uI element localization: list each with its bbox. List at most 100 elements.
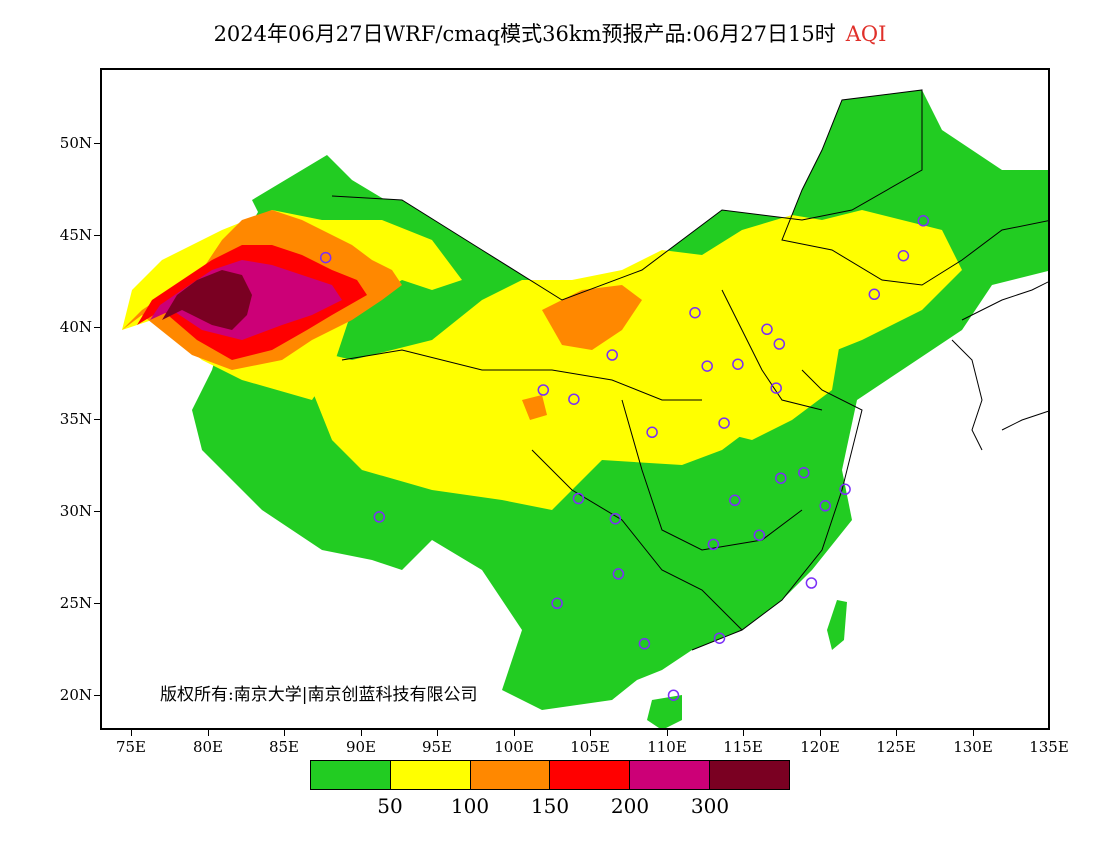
title-product: AQI bbox=[845, 22, 887, 46]
aqi-region-hainan bbox=[647, 695, 682, 728]
lon-tick-label: 120E bbox=[800, 738, 840, 756]
city-marker bbox=[732, 358, 744, 370]
korea-peninsula bbox=[951, 339, 983, 451]
lon-tick-mark bbox=[820, 730, 821, 736]
lat-tick-label: 45N bbox=[59, 226, 92, 244]
city-marker bbox=[638, 637, 651, 650]
lon-tick-mark bbox=[131, 730, 132, 736]
copyright-text: 版权所有:南京大学|南京创蓝科技有限公司 bbox=[160, 685, 478, 705]
lon-tick-label: 90E bbox=[345, 738, 377, 756]
lon-tick-mark bbox=[896, 730, 897, 736]
city-marker bbox=[819, 500, 831, 512]
lon-tick-label: 135E bbox=[1029, 738, 1069, 756]
city-marker bbox=[868, 288, 881, 301]
map-frame bbox=[100, 68, 1050, 730]
lon-tick-label: 80E bbox=[192, 738, 224, 756]
city-marker bbox=[373, 511, 386, 523]
legend-label: 150 bbox=[530, 794, 570, 818]
city-marker bbox=[667, 689, 680, 701]
aqi-map bbox=[122, 89, 1048, 728]
lat-tick-mark bbox=[94, 511, 100, 512]
country-boundary bbox=[331, 89, 1048, 301]
city-marker bbox=[761, 323, 773, 336]
lon-tick-label: 100E bbox=[494, 738, 534, 756]
city-marker bbox=[729, 494, 741, 507]
lon-tick-label: 110E bbox=[647, 738, 687, 756]
legend-label: 300 bbox=[690, 794, 730, 818]
lon-tick-mark bbox=[361, 730, 362, 736]
lon-tick-label: 105E bbox=[570, 738, 610, 756]
city-marker bbox=[773, 338, 786, 350]
lat-tick-label: 20N bbox=[59, 686, 92, 704]
lon-tick-mark bbox=[284, 730, 285, 736]
province-boundary bbox=[621, 399, 803, 551]
color-legend bbox=[310, 760, 790, 790]
city-marker bbox=[897, 249, 910, 262]
province-boundary bbox=[721, 289, 823, 411]
lat-tick-mark bbox=[94, 143, 100, 144]
lon-tick-mark bbox=[743, 730, 744, 736]
aqi-region-inner-mongolia-west bbox=[542, 285, 642, 350]
legend-swatch-over-300 bbox=[710, 761, 789, 789]
city-marker bbox=[606, 349, 618, 361]
lat-tick-mark bbox=[94, 695, 100, 696]
coastline bbox=[691, 369, 863, 651]
lat-tick-mark bbox=[94, 419, 100, 420]
lon-tick-label: 85E bbox=[268, 738, 300, 756]
city-marker bbox=[612, 568, 625, 580]
aqi-region-north-china-plain bbox=[662, 290, 842, 440]
lon-tick-label: 75E bbox=[115, 738, 147, 756]
lon-tick-mark bbox=[667, 730, 668, 736]
japan-coast bbox=[1001, 410, 1048, 431]
aqi-region-xinjiang-north-border bbox=[252, 155, 402, 230]
city-marker bbox=[753, 529, 766, 541]
lat-tick-label: 35N bbox=[59, 410, 92, 428]
lon-tick-label: 125E bbox=[876, 738, 916, 756]
city-marker bbox=[707, 538, 720, 551]
neighbor-coastline bbox=[961, 281, 1048, 321]
city-marker bbox=[713, 632, 726, 644]
city-marker bbox=[572, 492, 585, 505]
aqi-region-taiwan bbox=[827, 600, 847, 650]
city-marker bbox=[701, 360, 713, 372]
title-main: 2024年06月27日WRF/cmaq模式36km预报产品:06月27日15时 bbox=[213, 22, 836, 46]
legend-swatch-150-200 bbox=[550, 761, 631, 789]
city-marker bbox=[775, 472, 787, 484]
city-marker bbox=[537, 384, 550, 396]
city-marker bbox=[805, 577, 818, 589]
lon-tick-mark bbox=[437, 730, 438, 736]
lon-tick-label: 115E bbox=[723, 738, 763, 756]
city-marker bbox=[689, 306, 701, 319]
legend-swatch-100-150 bbox=[470, 761, 551, 789]
lat-tick-mark bbox=[94, 235, 100, 236]
lon-tick-mark bbox=[208, 730, 209, 736]
city-marker bbox=[551, 597, 563, 610]
aqi-region-taklamakan-core bbox=[162, 270, 252, 330]
legend-swatch-0-50 bbox=[311, 761, 391, 789]
city-marker bbox=[718, 417, 730, 429]
lat-tick-label: 25N bbox=[59, 594, 92, 612]
lon-tick-mark bbox=[973, 730, 974, 736]
city-marker bbox=[646, 426, 658, 439]
lon-tick-mark bbox=[590, 730, 591, 736]
lat-tick-label: 30N bbox=[59, 502, 92, 520]
legend-swatch-50-100 bbox=[390, 761, 471, 789]
lon-tick-mark bbox=[514, 730, 515, 736]
city-marker bbox=[917, 215, 930, 227]
province-boundary bbox=[531, 449, 743, 631]
city-marker bbox=[798, 466, 810, 479]
aqi-region-sichuan-orange bbox=[522, 395, 547, 420]
aqi-region-qinghai-gansu-inner-mongolia bbox=[312, 210, 962, 510]
city-marker bbox=[568, 393, 580, 405]
city-marker bbox=[319, 251, 332, 264]
legend-swatch-200-300 bbox=[630, 761, 711, 789]
city-marker bbox=[770, 382, 782, 394]
city-marker bbox=[609, 512, 622, 525]
legend-label: 50 bbox=[377, 794, 403, 818]
lon-tick-label: 130E bbox=[953, 738, 993, 756]
lat-tick-mark bbox=[94, 327, 100, 328]
map-title: 2024年06月27日WRF/cmaq模式36km预报产品:06月27日15时 A… bbox=[0, 18, 1100, 48]
province-boundary bbox=[341, 349, 702, 401]
city-marker bbox=[839, 483, 851, 496]
lat-tick-label: 50N bbox=[59, 134, 92, 152]
